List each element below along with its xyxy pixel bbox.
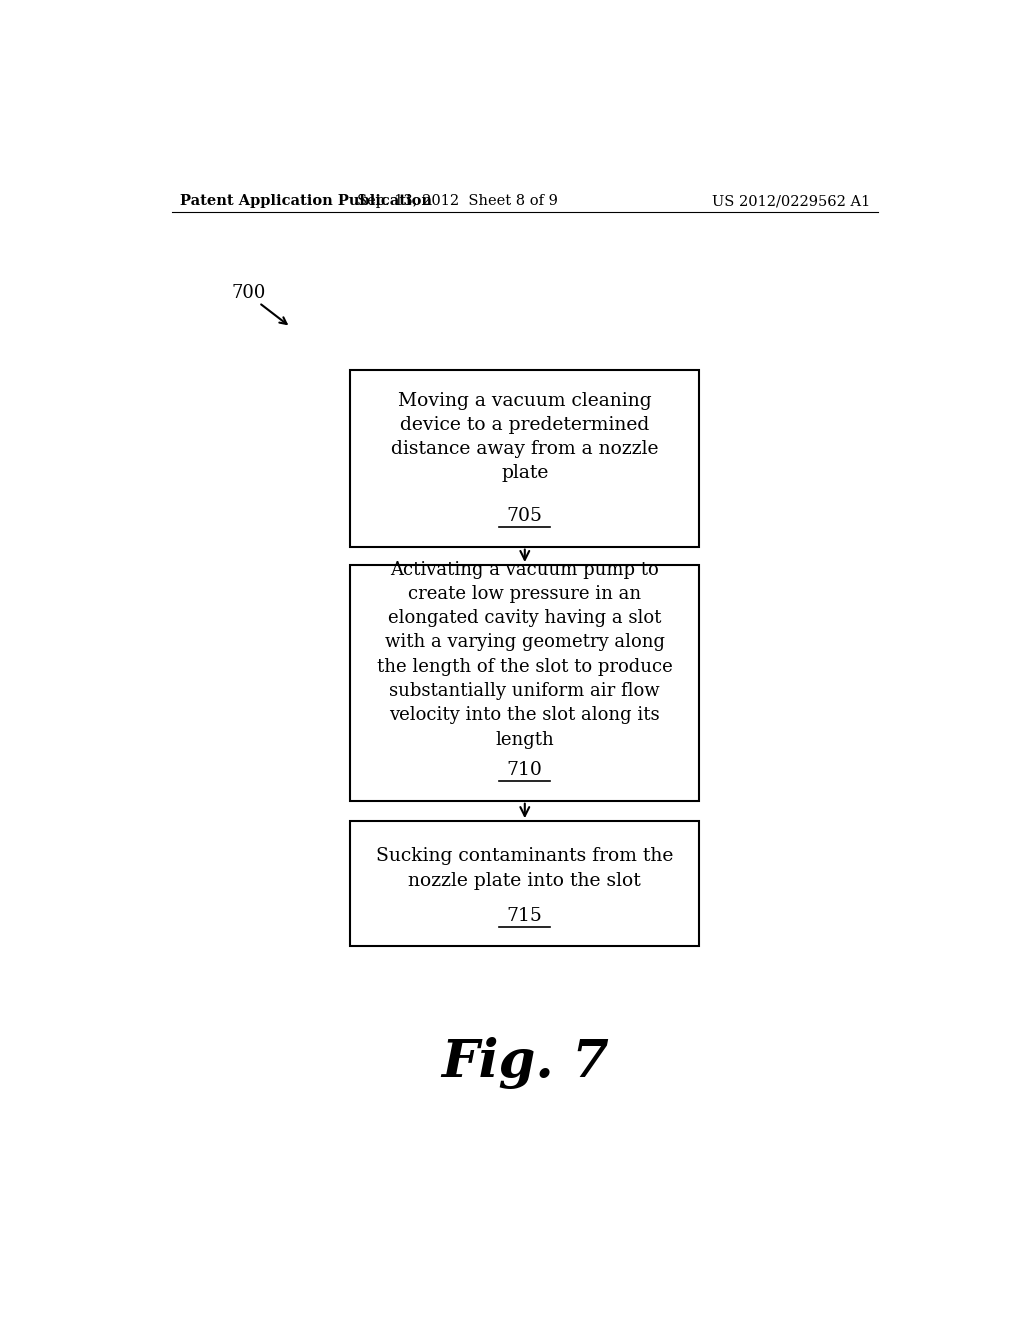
Text: Sucking contaminants from the
nozzle plate into the slot: Sucking contaminants from the nozzle pla… (376, 847, 674, 890)
Text: 710: 710 (507, 762, 543, 779)
Text: 700: 700 (231, 284, 265, 301)
Text: 705: 705 (507, 507, 543, 525)
Text: Moving a vacuum cleaning
device to a predetermined
distance away from a nozzle
p: Moving a vacuum cleaning device to a pre… (391, 392, 658, 483)
Bar (350, 370, 699, 546)
Text: Patent Application Publication: Patent Application Publication (179, 194, 431, 209)
Bar (350, 565, 699, 801)
Bar (350, 821, 699, 946)
Text: Fig. 7: Fig. 7 (441, 1038, 608, 1089)
Text: 715: 715 (507, 907, 543, 924)
Text: Activating a vacuum pump to
create low pressure in an
elongated cavity having a : Activating a vacuum pump to create low p… (377, 561, 673, 748)
Text: US 2012/0229562 A1: US 2012/0229562 A1 (712, 194, 870, 209)
Text: Sep. 13, 2012  Sheet 8 of 9: Sep. 13, 2012 Sheet 8 of 9 (357, 194, 558, 209)
